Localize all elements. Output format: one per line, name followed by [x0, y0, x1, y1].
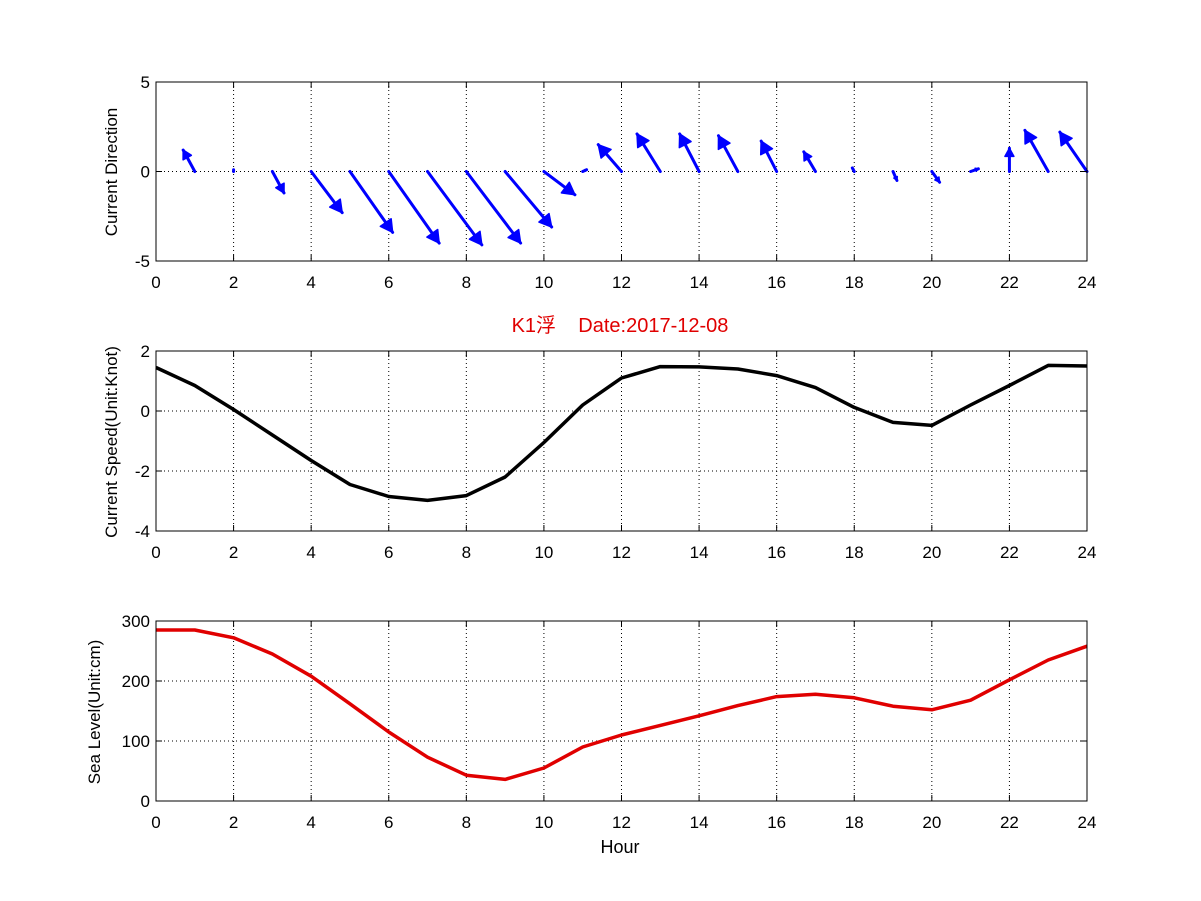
current-direction-x-tick-label: 10	[534, 273, 553, 292]
sea-level-x-tick-label: 18	[845, 813, 864, 832]
current-speed-x-tick-label: 0	[151, 543, 160, 562]
sea-level-x-tick-label: 4	[306, 813, 315, 832]
current-speed-x-tick-label: 10	[534, 543, 553, 562]
current-direction-y-axis-label: Current Direction	[102, 108, 121, 237]
current-speed-x-tick-label: 22	[1000, 543, 1019, 562]
sea-level-x-tick-label: 24	[1078, 813, 1097, 832]
direction-arrow	[581, 168, 589, 173]
current-direction-x-tick-label: 20	[922, 273, 941, 292]
current-direction-x-tick-label: 14	[690, 273, 709, 292]
current-direction-y-tick-label: -5	[135, 252, 150, 271]
direction-arrow	[309, 170, 344, 215]
current-direction-x-tick-label: 12	[612, 273, 631, 292]
current-speed-x-tick-label: 24	[1078, 543, 1097, 562]
current-speed-x-tick-label: 20	[922, 543, 941, 562]
current-speed-y-tick-label: -4	[135, 522, 150, 541]
current-direction-x-tick-label: 0	[151, 273, 160, 292]
sea-level-x-axis-label: Hour	[600, 837, 639, 857]
direction-arrow	[464, 170, 523, 245]
sea-level-y-tick-label: 200	[122, 672, 150, 691]
sea-level-x-tick-label: 10	[534, 813, 553, 832]
direction-arrow	[387, 170, 441, 245]
sea-level-y-tick-label: 0	[141, 792, 150, 811]
current-direction-ticks: 0 2 4 6 8 10 12 14 16 18 20 22 24-505	[135, 73, 1097, 292]
current-direction-panel: Current Direction 0 2 4 6 8 10 12 14 16 18 20 22 24-…	[102, 73, 1096, 292]
sea-level-line	[156, 628, 1088, 782]
sea-level-y-tick-label: 300	[122, 612, 150, 631]
current-speed-y-tick-label: 0	[141, 402, 150, 421]
current-direction-y-tick-label: 0	[141, 163, 150, 182]
sea-level-x-tick-label: 22	[1000, 813, 1019, 832]
current-speed-x-tick-label: 18	[845, 543, 864, 562]
direction-arrow	[1058, 130, 1089, 173]
current-direction-x-tick-label: 16	[767, 273, 786, 292]
current-direction-x-tick-label: 8	[462, 273, 471, 292]
current-direction-x-tick-label: 4	[306, 273, 315, 292]
direction-arrow	[891, 170, 899, 182]
current-speed-x-tick-label: 6	[384, 543, 393, 562]
current-speed-y-tick-label: -2	[135, 462, 150, 481]
current-speed-panel: Current Speed(Unit:Knot) 0 2 4 6 8 10 12 14 16 18…	[102, 342, 1096, 562]
direction-arrow	[802, 150, 817, 173]
direction-arrow	[348, 170, 395, 234]
direction-arrow	[503, 170, 554, 229]
current-direction-arrows	[181, 128, 1089, 247]
direction-arrow	[759, 139, 779, 173]
current-speed-x-tick-label: 4	[306, 543, 315, 562]
current-direction-x-tick-label: 18	[845, 273, 864, 292]
current-speed-x-tick-label: 14	[690, 543, 709, 562]
current-speed-x-tick-label: 2	[229, 543, 238, 562]
direction-arrow	[850, 166, 856, 173]
current-direction-x-tick-label: 2	[229, 273, 238, 292]
current-direction-x-tick-label: 6	[384, 273, 393, 292]
sea-level-y-tick-label: 100	[122, 732, 150, 751]
sea-level-x-tick-label: 6	[384, 813, 393, 832]
current-speed-x-tick-label: 16	[767, 543, 786, 562]
current-direction-y-tick-label: 5	[141, 73, 150, 92]
sea-level-x-tick-label: 0	[151, 813, 160, 832]
chart-title: K1浮 Date:2017-12-08	[512, 314, 729, 337]
current-speed-x-tick-label: 8	[462, 543, 471, 562]
sea-level-x-tick-label: 16	[767, 813, 786, 832]
direction-arrow	[1023, 128, 1050, 173]
direction-arrow	[426, 170, 484, 247]
sea-level-y-axis-label: Sea Level(Unit:cm)	[85, 640, 104, 785]
direction-arrow	[716, 134, 740, 173]
current-speed-line	[155, 363, 1088, 503]
direction-arrow	[678, 132, 701, 173]
current-speed-y-tick-label: 2	[141, 342, 150, 361]
sea-level-x-tick-label: 8	[462, 813, 471, 832]
current-direction-x-tick-label: 22	[1000, 273, 1019, 292]
direction-arrow	[930, 170, 942, 184]
sea-level-panel: Sea Level(Unit:cm) Hour 0 2 4 6 8 10 12 14 16 18 2…	[85, 612, 1096, 857]
direction-arrow	[181, 148, 197, 173]
current-speed-y-axis-label: Current Speed(Unit:Knot)	[102, 346, 121, 538]
direction-arrow	[969, 167, 980, 173]
direction-arrow	[635, 132, 662, 173]
sea-level-x-tick-label: 12	[612, 813, 631, 832]
current-speed-ticks: 0 2 4 6 8 10 12 14 16 18 20 22 24-4-202	[135, 342, 1097, 562]
direction-arrow	[270, 170, 286, 195]
direction-arrow	[542, 170, 577, 197]
direction-arrow	[1004, 146, 1015, 173]
sea-level-x-tick-label: 2	[229, 813, 238, 832]
sea-level-x-tick-label: 14	[690, 813, 709, 832]
direction-arrow	[596, 143, 623, 173]
current-speed-x-tick-label: 12	[612, 543, 631, 562]
current-direction-x-tick-label: 24	[1078, 273, 1097, 292]
sea-level-x-tick-label: 20	[922, 813, 941, 832]
